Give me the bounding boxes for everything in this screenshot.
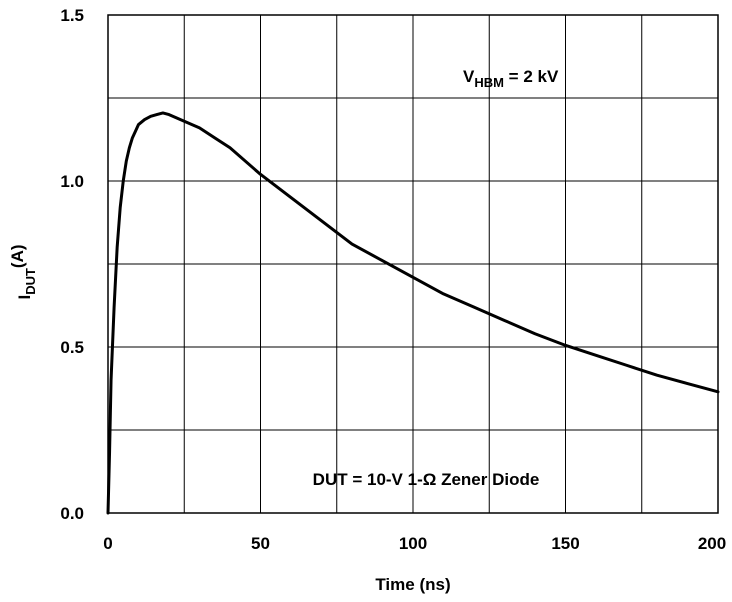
y-tick-label: 0.5 [60,338,84,357]
x-tick-label: 50 [251,534,270,553]
x-tick-label: 100 [399,534,427,553]
annotation-vhbm-rest: = 2 kV [504,67,559,86]
x-axis-title: Time (ns) [375,575,450,594]
plot-frame [107,14,719,514]
y-axis-title-main: I [15,295,34,300]
y-tick-labels: 0.0 0.5 1.0 1.5 [60,6,84,523]
y-tick-label: 1.0 [60,172,84,191]
x-tick-label: 200 [698,534,726,553]
y-tick-label: 1.5 [60,6,84,25]
y-axis-title: IDUT(A) [8,244,38,299]
x-tick-labels: 0 50 100 150 200 [103,534,726,553]
y-tick-label: 0.0 [60,504,84,523]
series-line [106,111,720,515]
annotation-vhbm-sub: HBM [474,75,504,90]
annotation-vhbm-main: V [463,67,475,86]
y-axis-title-sub: DUT [23,268,38,295]
x-tick-label: 0 [103,534,112,553]
x-tick-label: 150 [551,534,579,553]
annotation-vhbm: VHBM = 2 kV [463,67,559,90]
annotation-dut: DUT = 10-V 1-Ω Zener Diode [313,470,540,489]
y-axis-title-sup: (A) [8,244,27,268]
grid [108,15,718,513]
